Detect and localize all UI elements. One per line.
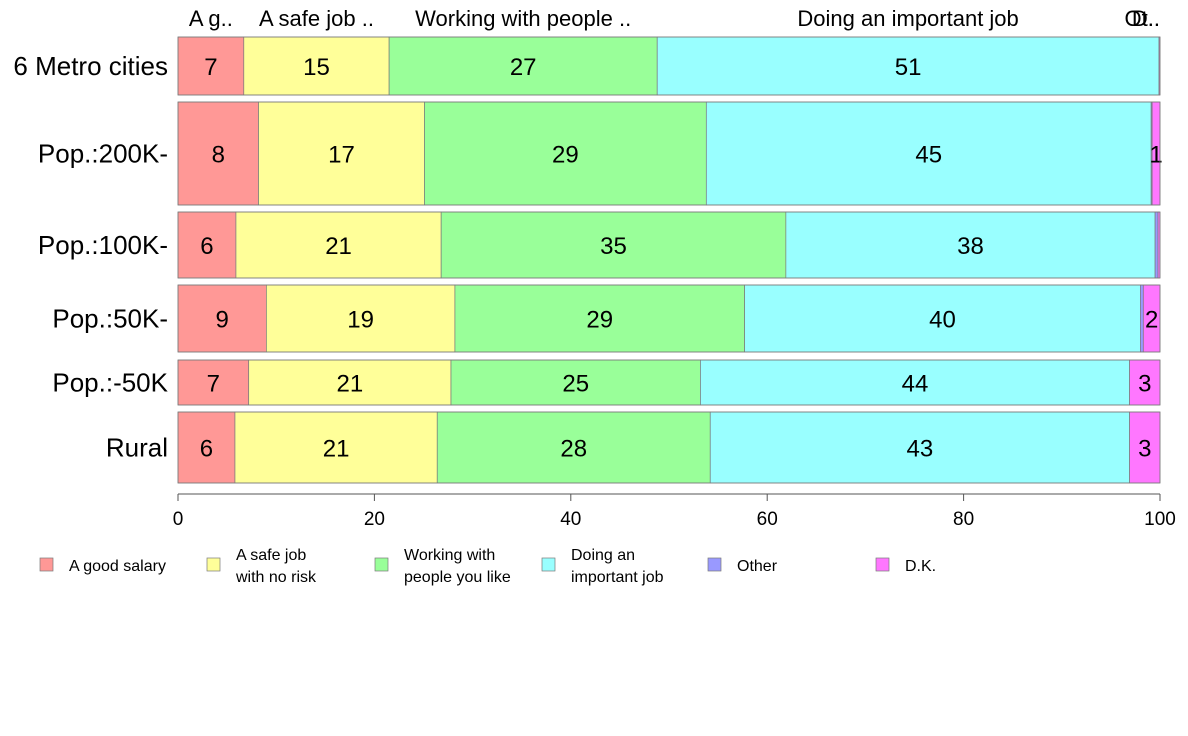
legend-swatch: [875, 557, 890, 572]
legend-label: Other: [737, 558, 778, 575]
bar-value-label: 2: [1145, 307, 1158, 334]
bar-outline: [177, 411, 1161, 484]
bar-value-label: 3: [1138, 436, 1151, 463]
bar-segment: [1129, 359, 1161, 406]
legend-label: Doing an: [571, 547, 635, 564]
category-label: Pop.:-50K: [52, 368, 168, 398]
bar-outline: [177, 359, 1161, 406]
bar-value-label: 7: [207, 371, 220, 398]
bar-value-label: 27: [510, 54, 537, 81]
x-tick-label: 20: [364, 509, 385, 530]
bar-value-label: 45: [915, 142, 942, 169]
legend-swatch: [541, 557, 556, 572]
legend-swatch: [374, 557, 389, 572]
legend-label: A safe job: [236, 547, 306, 564]
legend-swatch: [39, 557, 54, 572]
legend-swatch: [707, 557, 722, 572]
bar-value-label: 21: [323, 436, 350, 463]
series-top-label: A g..: [189, 6, 233, 31]
bar-segment: [424, 101, 707, 206]
bar-value-label: 6: [200, 436, 213, 463]
bar-segment: [248, 359, 452, 406]
bar-segment: [785, 211, 1156, 279]
bar-value-label: 29: [586, 307, 613, 334]
legend-label: A good salary: [69, 558, 166, 575]
x-tick-label: 40: [560, 509, 581, 530]
bar-segment: [177, 411, 236, 484]
bar-segment: [258, 101, 425, 206]
bar-value-label: 1: [1149, 142, 1162, 169]
category-label: Pop.:50K-: [52, 304, 168, 334]
bar-segment: [1140, 284, 1144, 353]
bar-segment: [177, 211, 237, 279]
bar-value-label: 17: [328, 142, 355, 169]
bar-segment: [266, 284, 456, 353]
bar-value-label: 7: [204, 54, 217, 81]
bar-segment: [1154, 211, 1159, 279]
legend-label: with no risk: [235, 569, 317, 586]
legend-label: D.K.: [905, 558, 936, 575]
series-top-label: D..: [1132, 6, 1160, 31]
x-tick-label: 60: [757, 509, 778, 530]
x-tick-label: 80: [953, 509, 974, 530]
bar-outline: [177, 36, 1161, 96]
bar-segment: [454, 284, 745, 353]
category-label: Rural: [106, 433, 168, 463]
bar-segment: [450, 359, 701, 406]
series-top-label: Working with people ..: [415, 6, 631, 31]
bar-outline: [177, 101, 1161, 206]
bar-value-label: 44: [902, 371, 929, 398]
bar-value-label: 3: [1138, 371, 1151, 398]
bar-segment: [656, 36, 1160, 96]
bar-value-label: 8: [212, 142, 225, 169]
bar-value-label: 40: [929, 307, 956, 334]
bar-segment: [744, 284, 1141, 353]
bar-value-label: 15: [303, 54, 330, 81]
legend-label: important job: [571, 569, 664, 586]
bar-segment: [243, 36, 390, 96]
category-label: Pop.:200K-: [38, 139, 168, 169]
bar-value-label: 9: [216, 307, 229, 334]
bar-segment: [440, 211, 787, 279]
bar-value-label: 38: [957, 233, 984, 260]
bar-value-label: 19: [347, 307, 374, 334]
legend-swatch: [206, 557, 221, 572]
category-label: 6 Metro cities: [13, 51, 168, 81]
x-tick-label: 100: [1144, 509, 1176, 530]
bar-outline: [177, 284, 1161, 353]
bar-segment: [700, 359, 1130, 406]
bar-value-label: 6: [200, 233, 213, 260]
bar-value-label: 21: [336, 371, 363, 398]
series-top-label: A safe job ..: [259, 6, 374, 31]
bar-segment: [1129, 411, 1161, 484]
bar-value-label: 51: [895, 54, 922, 81]
bar-segment: [234, 411, 438, 484]
series-top-label: Doing an important job: [797, 6, 1018, 31]
bar-value-label: 28: [560, 436, 587, 463]
bar-value-label: 25: [562, 371, 589, 398]
bar-segment: [177, 284, 267, 353]
bar-outline: [177, 211, 1161, 279]
category-label: Pop.:100K-: [38, 230, 168, 260]
bar-value-label: 29: [552, 142, 579, 169]
x-tick-label: 0: [173, 509, 184, 530]
bar-segment: [705, 101, 1152, 206]
series-top-label: Ot..: [1125, 6, 1160, 31]
legend-label: people you like: [404, 569, 511, 586]
bar-segment: [709, 411, 1130, 484]
bar-value-label: 21: [325, 233, 352, 260]
bar-segment: [177, 36, 245, 96]
bar-value-label: 35: [600, 233, 627, 260]
legend-label: Working with: [404, 547, 495, 564]
bar-value-label: 43: [907, 436, 934, 463]
